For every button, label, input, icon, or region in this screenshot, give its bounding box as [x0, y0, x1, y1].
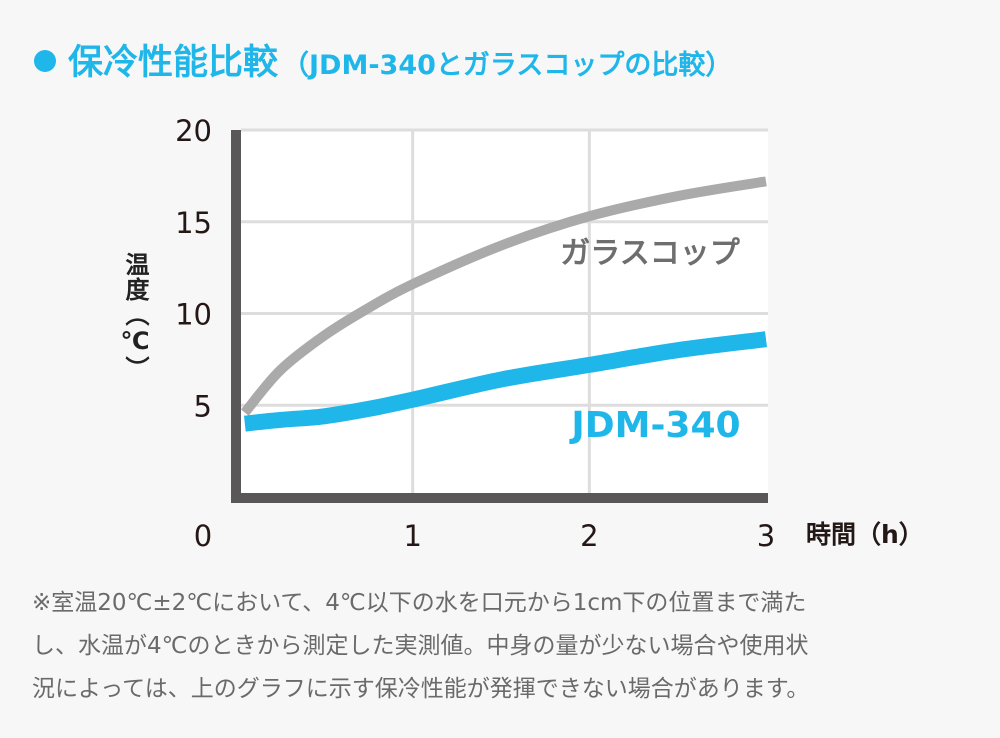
footnote-line: し、水温が4℃のときから測定した実測値。中身の量が少ない場合や使用状 [32, 633, 809, 659]
title-main: 保冷性能比較 [68, 43, 279, 83]
y-axis-line [231, 130, 241, 503]
x-axis-label: 時間（h） [806, 520, 924, 549]
series-line-glass [240, 176, 767, 416]
footnote-line: ※室温20℃±2℃において、4℃以下の水を口元から1cm下の位置まで満た [32, 590, 807, 616]
x-axis-line [231, 493, 768, 503]
title-sub: （JDM-340とガラスコップの比較） [282, 50, 733, 81]
series-line-jdm340 [244, 331, 767, 432]
x-tick-label: 1 [403, 519, 421, 553]
chart-title: 保冷性能比較 （JDM-340とガラスコップの比較） [34, 34, 732, 85]
series-label-jdm340: JDM-340 [568, 405, 740, 446]
footnote: ※室温20℃±2℃において、4℃以下の水を口元から1cm下の位置まで満た し、水… [32, 582, 982, 711]
line-chart: ガラスコップ JDM-340 5 10 15 20 0 1 2 3 時間（h） [175, 114, 924, 553]
x-tick-label: 3 [757, 519, 775, 553]
y-tick-label: 10 [175, 298, 212, 332]
y-tick-label: 15 [175, 206, 212, 240]
bullet-dot-icon [34, 50, 56, 72]
x-tick-label: 2 [580, 519, 598, 553]
series-label-glass: ガラスコップ [560, 236, 740, 271]
y-axis-label: 温度（℃） [121, 252, 149, 381]
y-tick-label: 20 [175, 114, 212, 148]
y-tick-label: 5 [194, 389, 212, 423]
footnote-line: 況によっては、上のグラフに示す保冷性能が発揮できない場合があります。 [32, 676, 810, 702]
x-tick-label: 0 [194, 519, 212, 553]
